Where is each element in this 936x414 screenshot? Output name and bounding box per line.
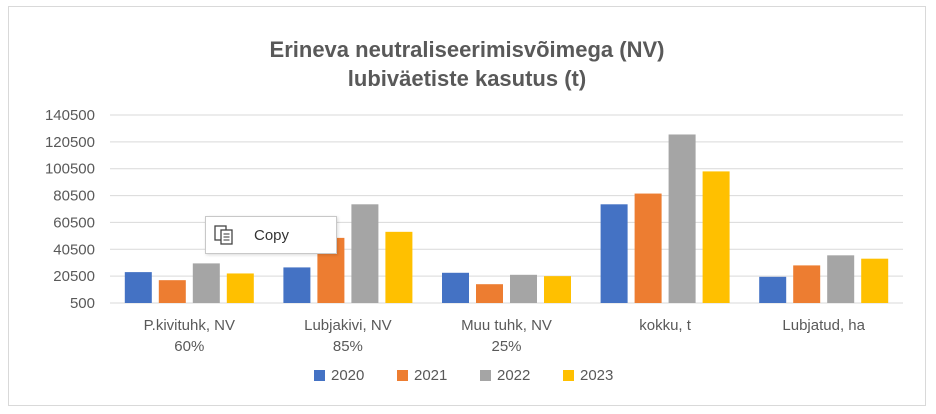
bar-2023-4 <box>861 258 889 303</box>
category-label: Lubjakivi, NV <box>304 317 392 334</box>
y-tick-label: 100500 <box>45 161 95 178</box>
bar-2022-4 <box>827 255 855 303</box>
legend-swatch-2023 <box>563 370 574 381</box>
bar-2021-3 <box>634 193 662 303</box>
chart-title-line-1: Erineva neutraliseerimisvõimega (NV) <box>270 37 665 62</box>
y-tick-label: 120500 <box>45 134 95 151</box>
bar-2020-2 <box>442 272 469 303</box>
bar-2020-1 <box>283 267 311 303</box>
copy-menu-item[interactable]: Copy <box>205 216 337 254</box>
category-label: Lubjatud, ha <box>782 317 865 334</box>
category-label: 85% <box>333 338 363 355</box>
y-tick-label: 140500 <box>45 107 95 124</box>
category-label: kokku, t <box>639 317 692 334</box>
copy-label: Copy <box>254 226 290 244</box>
bar-2021-2 <box>476 284 503 303</box>
category-label: 60% <box>174 338 204 355</box>
legend-swatch-2021 <box>397 370 408 381</box>
bar-2022-1 <box>351 204 379 303</box>
legend-label-2023: 2023 <box>580 367 613 384</box>
chart-title-line-2: lubiväetiste kasutus (t) <box>348 66 586 91</box>
category-label: Muu tuhk, NV <box>461 317 552 334</box>
legend-label-2020: 2020 <box>331 367 364 384</box>
y-tick-label: 80500 <box>53 188 95 205</box>
bar-2021-0 <box>158 280 186 303</box>
legend-swatch-2022 <box>480 370 491 381</box>
y-tick-label: 500 <box>70 295 95 312</box>
bar-2022-2 <box>510 274 537 303</box>
bar-2023-3 <box>702 171 730 303</box>
legend-label-2022: 2022 <box>497 367 530 384</box>
bar-2020-3 <box>600 204 628 303</box>
category-label: P.kivituhk, NV <box>144 317 235 334</box>
chart-area <box>8 6 926 406</box>
copy-icon <box>212 223 236 247</box>
legend-label-2021: 2021 <box>414 367 447 384</box>
y-tick-label: 40500 <box>53 241 95 258</box>
bar-2020-0 <box>124 272 152 303</box>
legend-swatch-2020 <box>314 370 325 381</box>
bar-2022-3 <box>668 134 696 303</box>
bar-2023-2 <box>544 276 571 303</box>
bar-2020-4 <box>759 276 787 303</box>
category-label: 25% <box>491 338 521 355</box>
bar-2023-0 <box>226 273 254 303</box>
y-tick-label: 60500 <box>53 214 95 231</box>
y-tick-label: 20500 <box>53 268 95 285</box>
bar-2022-0 <box>192 263 220 303</box>
bar-2021-4 <box>793 265 821 303</box>
bar-2023-1 <box>385 231 413 303</box>
